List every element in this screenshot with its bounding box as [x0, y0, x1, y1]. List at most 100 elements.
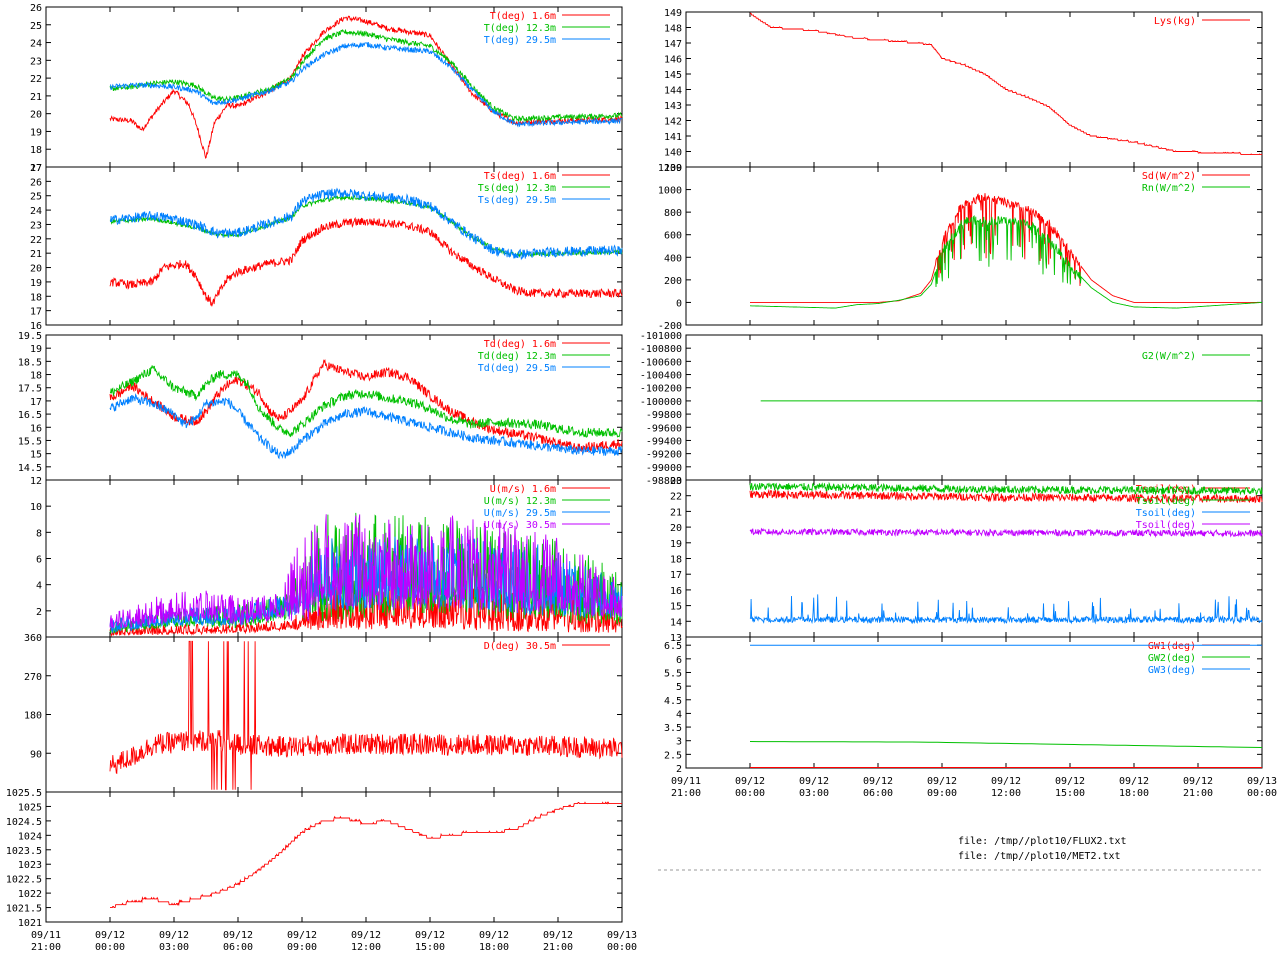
y-tick-label: -100800	[640, 344, 682, 355]
y-tick-label: 17	[670, 570, 682, 581]
x-tick-time: 12:00	[351, 942, 381, 953]
y-tick-label: 16.5	[18, 410, 42, 421]
y-tick-label: 142	[664, 117, 682, 128]
series-line-rad-1	[750, 215, 1263, 309]
x-tick-time: 18:00	[1119, 788, 1149, 799]
x-tick-date: 09/12	[223, 930, 253, 941]
x-tick-date: 09/12	[799, 776, 829, 787]
y-tick-label: 144	[664, 86, 682, 97]
x-tick-date: 09/12	[159, 930, 189, 941]
x-tick-time: 15:00	[1055, 788, 1085, 799]
y-tick-label: 145	[664, 70, 682, 81]
y-tick-label: 1023	[18, 860, 42, 871]
y-tick-label: 400	[664, 253, 682, 264]
y-tick-label: 3	[676, 737, 682, 748]
series-line-td-2	[109, 392, 623, 460]
y-tick-label: 1023.5	[6, 846, 42, 857]
y-tick-label: 148	[664, 24, 682, 35]
legend-label: Tsoil(deg)	[1136, 496, 1196, 507]
series-line-d-0	[109, 640, 623, 791]
y-tick-label: 0	[676, 298, 682, 309]
legend-label: U(m/s) 30.5m	[484, 520, 556, 531]
x-tick-time: 00:00	[95, 942, 125, 953]
panel-p: 1025.5 1025 1024.5 1024 1023.5 1023 1022.5 1022…	[6, 788, 623, 929]
x-tick-time: 21:00	[1183, 788, 1213, 799]
y-tick-label: -99000	[646, 463, 682, 474]
y-tick-label: 16	[670, 586, 682, 597]
y-tick-label: 20	[30, 264, 42, 275]
y-tick-label: 139	[664, 163, 682, 174]
y-tick-label: 18	[30, 292, 42, 303]
y-tick-label: 10	[30, 502, 42, 513]
x-tick-time: 21:00	[543, 942, 573, 953]
y-tick-label: 1024	[18, 831, 42, 842]
y-tick-label: 5	[676, 682, 682, 693]
series-line-tsoil-0	[749, 488, 1263, 504]
y-tick-label: 15	[670, 602, 682, 613]
y-tick-label: 21	[30, 92, 42, 103]
y-tick-label: 3.5	[664, 723, 682, 734]
x-tick-time: 21:00	[31, 942, 61, 953]
legend-label: GW1(deg)	[1148, 641, 1196, 652]
y-tick-label: 1021.5	[6, 904, 42, 915]
y-tick-label: 14.5	[18, 463, 42, 474]
legend-label: Ts(deg) 12.3m	[478, 183, 556, 194]
y-tick-label: 19	[670, 539, 682, 550]
legend-label: U(m/s) 1.6m	[490, 484, 556, 495]
legend-label: Tsoil(deg)	[1136, 508, 1196, 519]
x-tick-date: 09/12	[1055, 776, 1085, 787]
x-tick-date: 09/12	[1183, 776, 1213, 787]
panel-u: 12 10 8 6 4 2 U(m/s) 1.6mU(m/s) 12.3mU(m/s) 29…	[30, 476, 623, 638]
y-tick-label: 4	[676, 709, 682, 720]
y-tick-label: 21	[670, 507, 682, 518]
legend-label: Rn(W/m^2)	[1142, 183, 1196, 194]
panel-t: 26 25 24 23 22 21 20 19 18 17 T(deg) 1.6mT(deg) 12…	[30, 3, 623, 174]
legend-label: T(deg) 29.5m	[484, 35, 556, 46]
y-tick-label: 16	[30, 423, 42, 434]
y-tick-label: 180	[24, 711, 42, 722]
panel-tsoil: 2322212019181716151413Tsoil(deg)Tsoil(de…	[670, 476, 1263, 644]
y-tick-label: 17	[30, 307, 42, 318]
y-tick-label: 27	[30, 163, 42, 174]
y-tick-label: 8	[36, 528, 42, 539]
series-line-tsoil-3	[749, 527, 1263, 538]
legend-label: D(deg) 30.5m	[484, 641, 556, 652]
y-tick-label: 360	[24, 633, 42, 644]
legend-label: Ts(deg) 1.6m	[484, 171, 556, 182]
y-tick-label: 18	[670, 555, 682, 566]
series-line-tsoil-2	[749, 594, 1263, 625]
x-tick-date: 09/12	[1119, 776, 1149, 787]
y-tick-label: 90	[30, 749, 42, 760]
panel-frame	[45, 791, 623, 923]
y-tick-label: -200	[658, 321, 682, 332]
x-tick-time: 03:00	[799, 788, 829, 799]
y-tick-label: 17	[30, 397, 42, 408]
x-tick-time: 18:00	[479, 942, 509, 953]
series-line-t-1	[109, 28, 623, 123]
y-tick-label: 1022.5	[6, 875, 42, 886]
legend-label: Td(deg) 1.6m	[484, 339, 556, 350]
panel-frame	[45, 166, 623, 326]
y-tick-label: 2.5	[664, 750, 682, 761]
y-tick-label: 600	[664, 231, 682, 242]
panel-frame	[685, 166, 1263, 326]
x-tick-time: 00:00	[735, 788, 765, 799]
x-tick-time: 09:00	[287, 942, 317, 953]
x-tick-date: 09/12	[479, 930, 509, 941]
series-line-u-0	[109, 583, 623, 637]
y-tick-label: 20	[670, 523, 682, 534]
y-tick-label: 270	[24, 672, 42, 683]
y-tick-label: 24	[30, 206, 42, 217]
x-tick-time: 03:00	[159, 942, 189, 953]
y-tick-label: 23	[670, 476, 682, 487]
y-tick-label: 15	[30, 450, 42, 461]
y-tick-label: -99400	[646, 436, 682, 447]
legend-label: T(deg) 1.6m	[490, 11, 556, 22]
y-tick-label: 18	[30, 145, 42, 156]
panel-frame	[685, 11, 1263, 168]
y-tick-label: 143	[664, 101, 682, 112]
x-tick-date: 09/12	[351, 930, 381, 941]
y-tick-label: 1200	[658, 163, 682, 174]
y-tick-label: 19	[30, 344, 42, 355]
